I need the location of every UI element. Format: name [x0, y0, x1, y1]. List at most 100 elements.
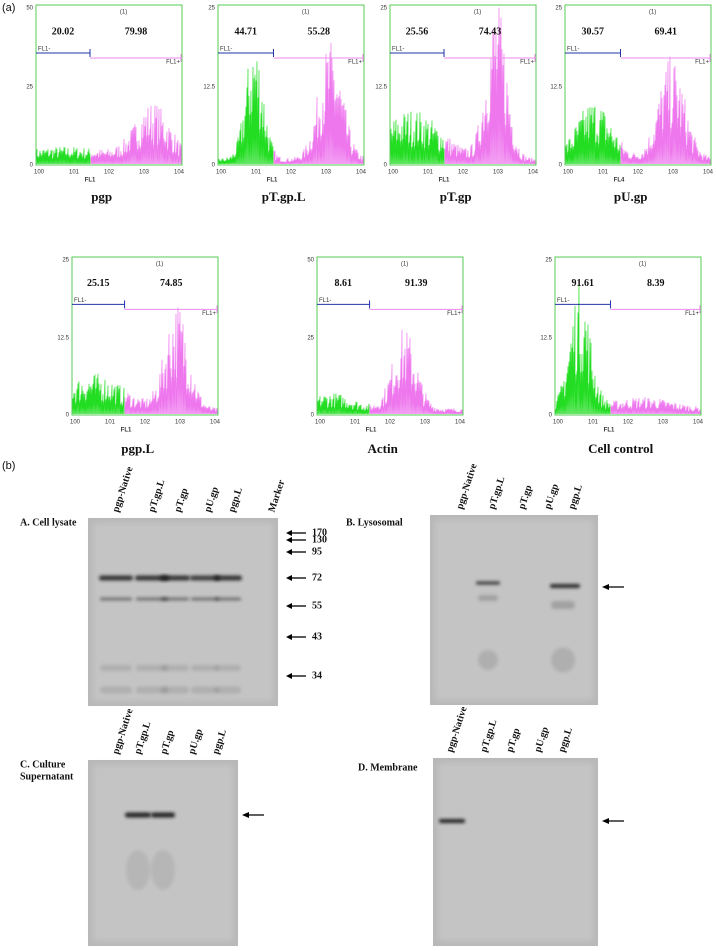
marker-arrowhead	[286, 603, 292, 609]
panel-label: (a)	[2, 2, 15, 14]
x-tick-label: 101	[69, 170, 80, 176]
x-axis-label: FL4	[614, 178, 625, 184]
x-tick-label: 104	[703, 170, 714, 176]
y-tick-label: 0	[66, 413, 70, 419]
marker-arrowhead	[286, 634, 292, 640]
marker-size: 170	[312, 527, 327, 538]
percent-positive: 8.39	[647, 278, 665, 289]
plot-frame	[71, 256, 219, 416]
gate-number: (1)	[474, 10, 481, 16]
histogram-fl1-neg	[217, 61, 274, 165]
blot-band	[136, 686, 168, 694]
blot-band	[551, 647, 575, 673]
x-tick-label: 101	[588, 420, 599, 426]
y-tick-label: 0	[384, 163, 388, 169]
percent-positive: 74.43	[479, 26, 502, 37]
blot-band	[476, 581, 500, 585]
sample-name: pT.gp.L	[262, 189, 306, 204]
lane-label: pT.gp	[159, 728, 177, 755]
blot-band	[126, 850, 150, 890]
blot-band	[125, 812, 151, 818]
x-tick-label: 103	[493, 170, 504, 176]
gate-label: FL1+	[685, 311, 699, 317]
histogram-fl1-pos	[444, 7, 537, 165]
blot-band	[215, 686, 241, 694]
x-tick-label: 100	[563, 170, 574, 176]
percent-negative: 20.02	[52, 26, 75, 37]
y-tick-label: 12.5	[57, 336, 69, 342]
x-axis-label: FL1	[85, 178, 96, 184]
lane-label: pU.gp	[203, 485, 222, 513]
sample-name: Actin	[368, 441, 399, 456]
y-tick-label: 12.5	[375, 85, 387, 91]
histogram-fl1-neg	[389, 111, 445, 165]
x-tick-label: 103	[321, 170, 332, 176]
blot-band	[136, 665, 168, 671]
blot-title: D. Membrane	[358, 762, 418, 773]
percent-positive: 91.39	[405, 278, 428, 289]
blot-band	[215, 597, 241, 601]
x-tick-label: 103	[668, 170, 679, 176]
x-tick-label: 101	[598, 170, 609, 176]
percent-negative: 25.56	[406, 26, 429, 37]
marker-size: 130	[312, 534, 327, 545]
marker-arrowhead	[286, 549, 292, 555]
sample-name: pT.gp	[440, 189, 472, 204]
blot-band	[160, 575, 190, 581]
histogram-fl1-neg	[554, 282, 611, 415]
percent-negative: 44.71	[234, 26, 257, 37]
gate-label: FL1+	[695, 60, 709, 66]
blot-title: Supernatant	[20, 771, 74, 782]
blot-band	[550, 584, 580, 588]
gate-number: (1)	[649, 10, 656, 16]
y-tick-label: 50	[26, 6, 33, 12]
x-tick-label: 103	[658, 420, 669, 426]
y-tick-label: 0	[559, 163, 563, 169]
gate-number: (1)	[302, 10, 309, 16]
y-tick-label: 50	[307, 258, 314, 264]
blot-band	[161, 686, 189, 694]
gate-label: FL1-	[220, 47, 232, 53]
marker-size: 95	[312, 546, 322, 557]
blot-band	[191, 665, 219, 671]
plot-frame	[316, 256, 464, 416]
percent-positive: 74.85	[160, 278, 183, 289]
marker-size: 55	[312, 600, 322, 611]
blot-band	[151, 850, 175, 890]
marker-arrowhead	[286, 537, 292, 543]
sample-name: Cell control	[588, 441, 653, 456]
y-tick-label: 12.5	[550, 85, 562, 91]
histogram-fl1-pos	[369, 329, 464, 415]
histogram-fl1-neg	[316, 393, 370, 415]
x-axis-label: FL1	[121, 428, 132, 434]
sample-name: pgp.L	[121, 441, 154, 456]
blot-band	[439, 819, 465, 823]
marker-arrowhead	[286, 530, 292, 536]
band-arrowhead	[242, 812, 249, 818]
marker-size: 43	[312, 631, 322, 642]
blot-band	[190, 575, 220, 581]
blot-shade	[435, 520, 593, 700]
y-tick-label: 0	[311, 413, 315, 419]
x-tick-label: 101	[423, 170, 434, 176]
gate-label: FL1-	[567, 47, 579, 53]
blot-band	[478, 595, 498, 601]
blot-band	[100, 665, 132, 671]
percent-positive: 55.28	[307, 26, 330, 37]
gate-number: (1)	[156, 262, 163, 268]
histogram-fl1-neg	[35, 147, 91, 165]
x-tick-label: 104	[693, 420, 704, 426]
plot-frame	[217, 4, 365, 166]
x-axis-label: FL1	[439, 178, 450, 184]
lane-label: pU.gp	[187, 727, 206, 755]
sample-name: pgp	[91, 189, 112, 204]
x-tick-label: 104	[174, 170, 185, 176]
lane-label: Marker	[267, 478, 288, 514]
percent-positive: 69.41	[654, 26, 677, 37]
gate-number: (1)	[639, 262, 646, 268]
blot-band	[161, 597, 189, 601]
x-tick-label: 100	[216, 170, 227, 176]
percent-negative: 91.61	[571, 278, 594, 289]
lane-label: pgp.L	[211, 728, 229, 756]
y-tick-label: 25	[380, 6, 387, 12]
